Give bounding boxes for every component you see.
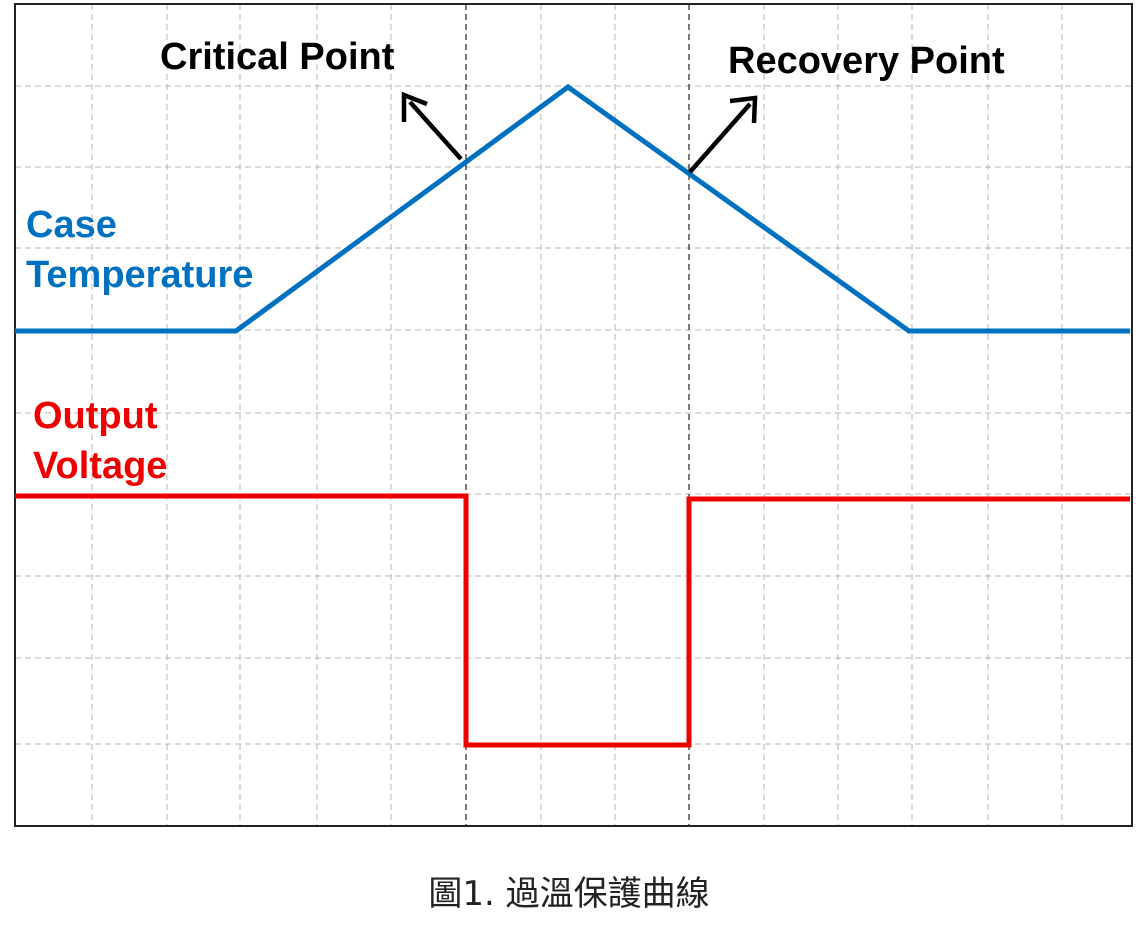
protection-diagram: Critical Point Recovery Point Case Tempe…	[14, 3, 1133, 827]
recovery-point-label: Recovery Point	[728, 40, 1005, 82]
output-voltage-label-line1: Output	[33, 395, 158, 437]
output-voltage-label-line2: Voltage	[33, 445, 167, 487]
plot-frame	[14, 3, 1133, 827]
grid	[15, 4, 1132, 826]
critical-point-label: Critical Point	[160, 36, 395, 78]
output-voltage-curve	[15, 493, 1130, 748]
case-temperature-curve	[15, 83, 1130, 334]
critical-point-arrow	[401, 91, 463, 161]
case-temperature-label-line2: Temperature	[26, 254, 253, 296]
case-temperature-label-line1: Case	[26, 204, 117, 246]
recovery-point-arrow	[688, 95, 758, 174]
figure-caption: 圖1. 過溫保護曲線	[428, 874, 710, 914]
